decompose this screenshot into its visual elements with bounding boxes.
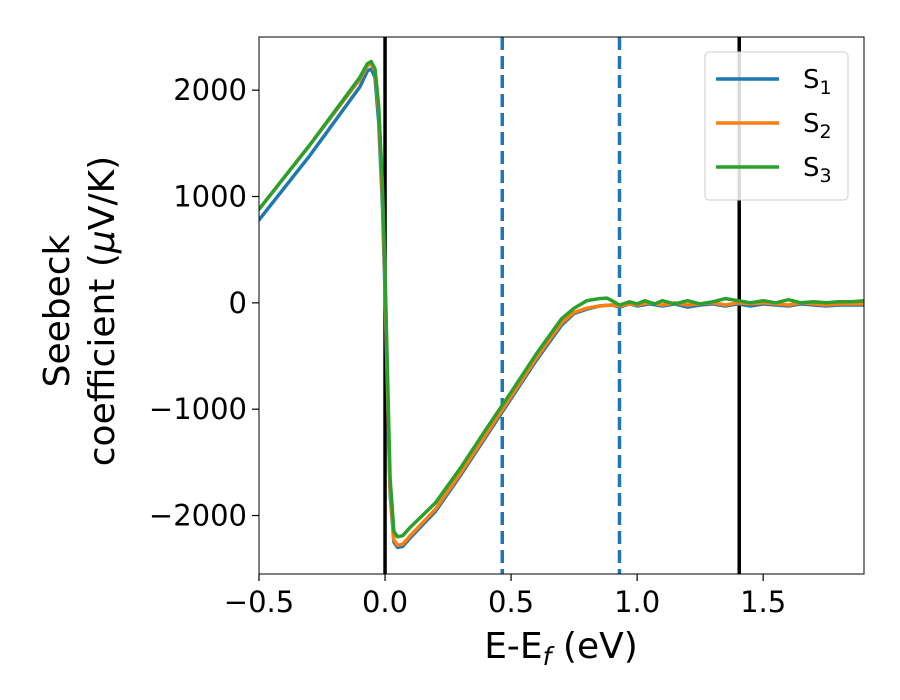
x-axis-ticks: −0.5 0.0 0.5 1.0 1.5 (224, 574, 786, 619)
y-axis-label-line1: Seebeck (37, 234, 78, 387)
y-tick-label: 2000 (173, 73, 247, 107)
x-axis-label: E-Ef (eV) (484, 626, 638, 671)
y-tick-label: 0 (229, 286, 247, 320)
x-tick-label: −0.5 (224, 585, 294, 619)
y-axis-label-line2: coefficient (μV/K) (82, 156, 123, 466)
legend: S1 S2 S3 (704, 51, 849, 201)
legend-label-s2: S2 (803, 109, 832, 143)
y-tick-label: −2000 (149, 499, 247, 533)
legend-frame (704, 51, 849, 201)
series-lines (259, 59, 864, 550)
x-tick-label: 0.5 (488, 585, 534, 619)
y-axis-ticks: −2000 −1000 0 1000 2000 (149, 73, 259, 533)
y-axis-label: Seebeck coefficient (μV/K) (37, 156, 123, 466)
x-tick-label: 0.0 (362, 585, 408, 619)
y-tick-label: 1000 (173, 180, 247, 214)
legend-label-s3: S3 (803, 153, 832, 187)
x-tick-label: 1.5 (740, 585, 786, 619)
x-tick-label: 1.0 (614, 585, 660, 619)
legend-label-s1: S1 (803, 65, 832, 99)
series-line-s3 (259, 59, 864, 539)
y-tick-label: −1000 (149, 392, 247, 426)
plot-frame (258, 36, 865, 575)
